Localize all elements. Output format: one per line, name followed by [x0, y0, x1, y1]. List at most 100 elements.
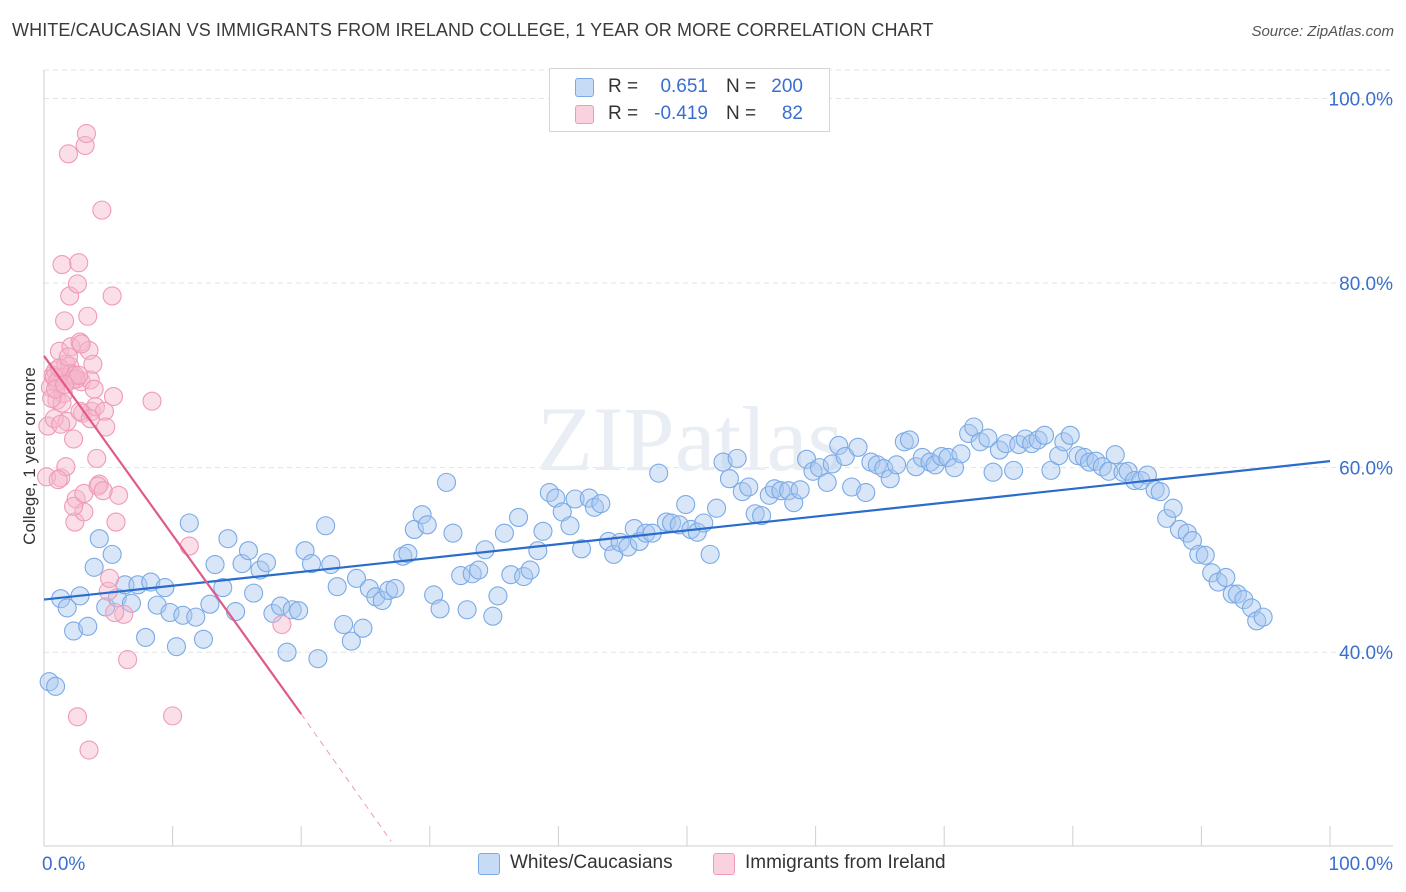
point-whites: [1150, 482, 1170, 502]
point-whites: [213, 578, 233, 598]
point-whites: [316, 516, 336, 536]
point-whites: [341, 631, 361, 651]
point-whites: [256, 553, 277, 573]
point-ireland: [83, 354, 103, 374]
point-ireland: [64, 429, 84, 449]
point-whites: [443, 523, 463, 543]
point-whites: [398, 543, 418, 563]
point-whites: [462, 564, 482, 584]
point-whites: [1202, 563, 1222, 583]
point-whites: [385, 578, 405, 599]
point-whites: [700, 544, 720, 564]
point-whites: [64, 621, 84, 641]
source-label: Source: ZipAtlas.com: [1251, 23, 1394, 40]
point-whites: [218, 529, 238, 549]
point-whites: [533, 521, 553, 541]
point-whites: [1234, 590, 1254, 610]
legend-row-whites: R = 0.651 N = 200: [550, 74, 829, 100]
point-ireland: [106, 512, 126, 532]
point-whites: [379, 580, 399, 600]
point-whites: [121, 593, 141, 613]
point-whites: [244, 583, 264, 603]
point-whites: [1004, 460, 1024, 480]
point-whites: [327, 577, 347, 597]
point-whites: [579, 488, 599, 508]
point-whites: [978, 428, 998, 448]
point-ireland: [118, 650, 138, 670]
point-whites: [89, 529, 109, 549]
point-whites: [1195, 545, 1215, 565]
point-whites: [282, 600, 302, 620]
point-ireland: [37, 467, 57, 487]
x-tick-label: 100.0%: [1329, 854, 1394, 875]
point-ireland: [96, 417, 116, 437]
point-whites: [938, 447, 958, 468]
point-whites: [571, 539, 592, 559]
point-whites: [528, 541, 548, 561]
point-whites: [475, 540, 495, 560]
point-whites: [676, 494, 696, 515]
legend-n-value: 200: [771, 76, 803, 97]
legend-n-value: 82: [781, 103, 803, 124]
legend-r-label: R =: [608, 103, 639, 124]
point-ireland: [272, 614, 292, 635]
axes: [43, 70, 1393, 847]
legend-r-label: R =: [608, 76, 639, 97]
point-whites: [835, 446, 855, 467]
point-whites: [803, 461, 823, 481]
point-whites: [1163, 498, 1183, 518]
point-ireland: [69, 253, 89, 273]
point-ireland: [69, 365, 89, 385]
point-ireland: [84, 379, 104, 399]
x-tick-label: 0.0%: [42, 854, 85, 875]
point-whites: [200, 594, 220, 614]
point-ireland: [58, 347, 78, 367]
point-ireland: [66, 369, 86, 389]
tick-labels: 40.0% 60.0% 80.0% 100.0% 0.0% 100.0%: [42, 89, 1393, 875]
point-whites: [193, 629, 214, 649]
point-whites: [334, 614, 354, 635]
point-ireland: [105, 602, 125, 623]
point-whites: [136, 627, 156, 647]
point-whites: [78, 616, 98, 636]
y-tick-label: 60.0%: [1339, 459, 1393, 480]
point-whites: [817, 472, 837, 492]
point-whites: [591, 494, 611, 514]
legend-swatch-whites: [575, 78, 594, 97]
point-ireland: [109, 485, 129, 505]
point-whites: [1222, 584, 1242, 604]
point-ireland: [58, 144, 78, 164]
point-whites: [436, 472, 457, 492]
point-ireland: [78, 306, 98, 326]
point-ireland: [46, 379, 66, 399]
point-whites: [508, 507, 529, 528]
point-ireland: [55, 311, 75, 331]
legend-n-label: N =: [726, 76, 757, 97]
point-whites: [457, 600, 477, 620]
point-whites: [301, 554, 322, 574]
point-whites: [842, 477, 862, 497]
point-ireland: [87, 448, 107, 468]
point-ireland: [67, 274, 87, 294]
point-ireland: [42, 388, 62, 408]
point-whites: [488, 586, 508, 606]
y-axis-label: College, 1 year or more: [20, 367, 39, 545]
point-whites: [1253, 607, 1273, 627]
point-ireland: [163, 706, 183, 726]
point-whites: [57, 598, 77, 618]
point-ireland: [71, 334, 91, 354]
point-whites: [1034, 425, 1055, 445]
point-whites: [1189, 544, 1209, 564]
y-tick-label: 100.0%: [1329, 89, 1394, 110]
point-whites: [404, 519, 424, 539]
point-ireland: [92, 200, 112, 220]
point-whites: [759, 485, 779, 505]
point-ireland: [48, 470, 68, 490]
point-whites: [179, 513, 199, 533]
point-whites: [84, 557, 104, 577]
point-whites: [1216, 567, 1236, 587]
trend-line-ireland: [43, 355, 303, 715]
point-whites: [584, 497, 604, 517]
point-whites: [618, 537, 638, 557]
